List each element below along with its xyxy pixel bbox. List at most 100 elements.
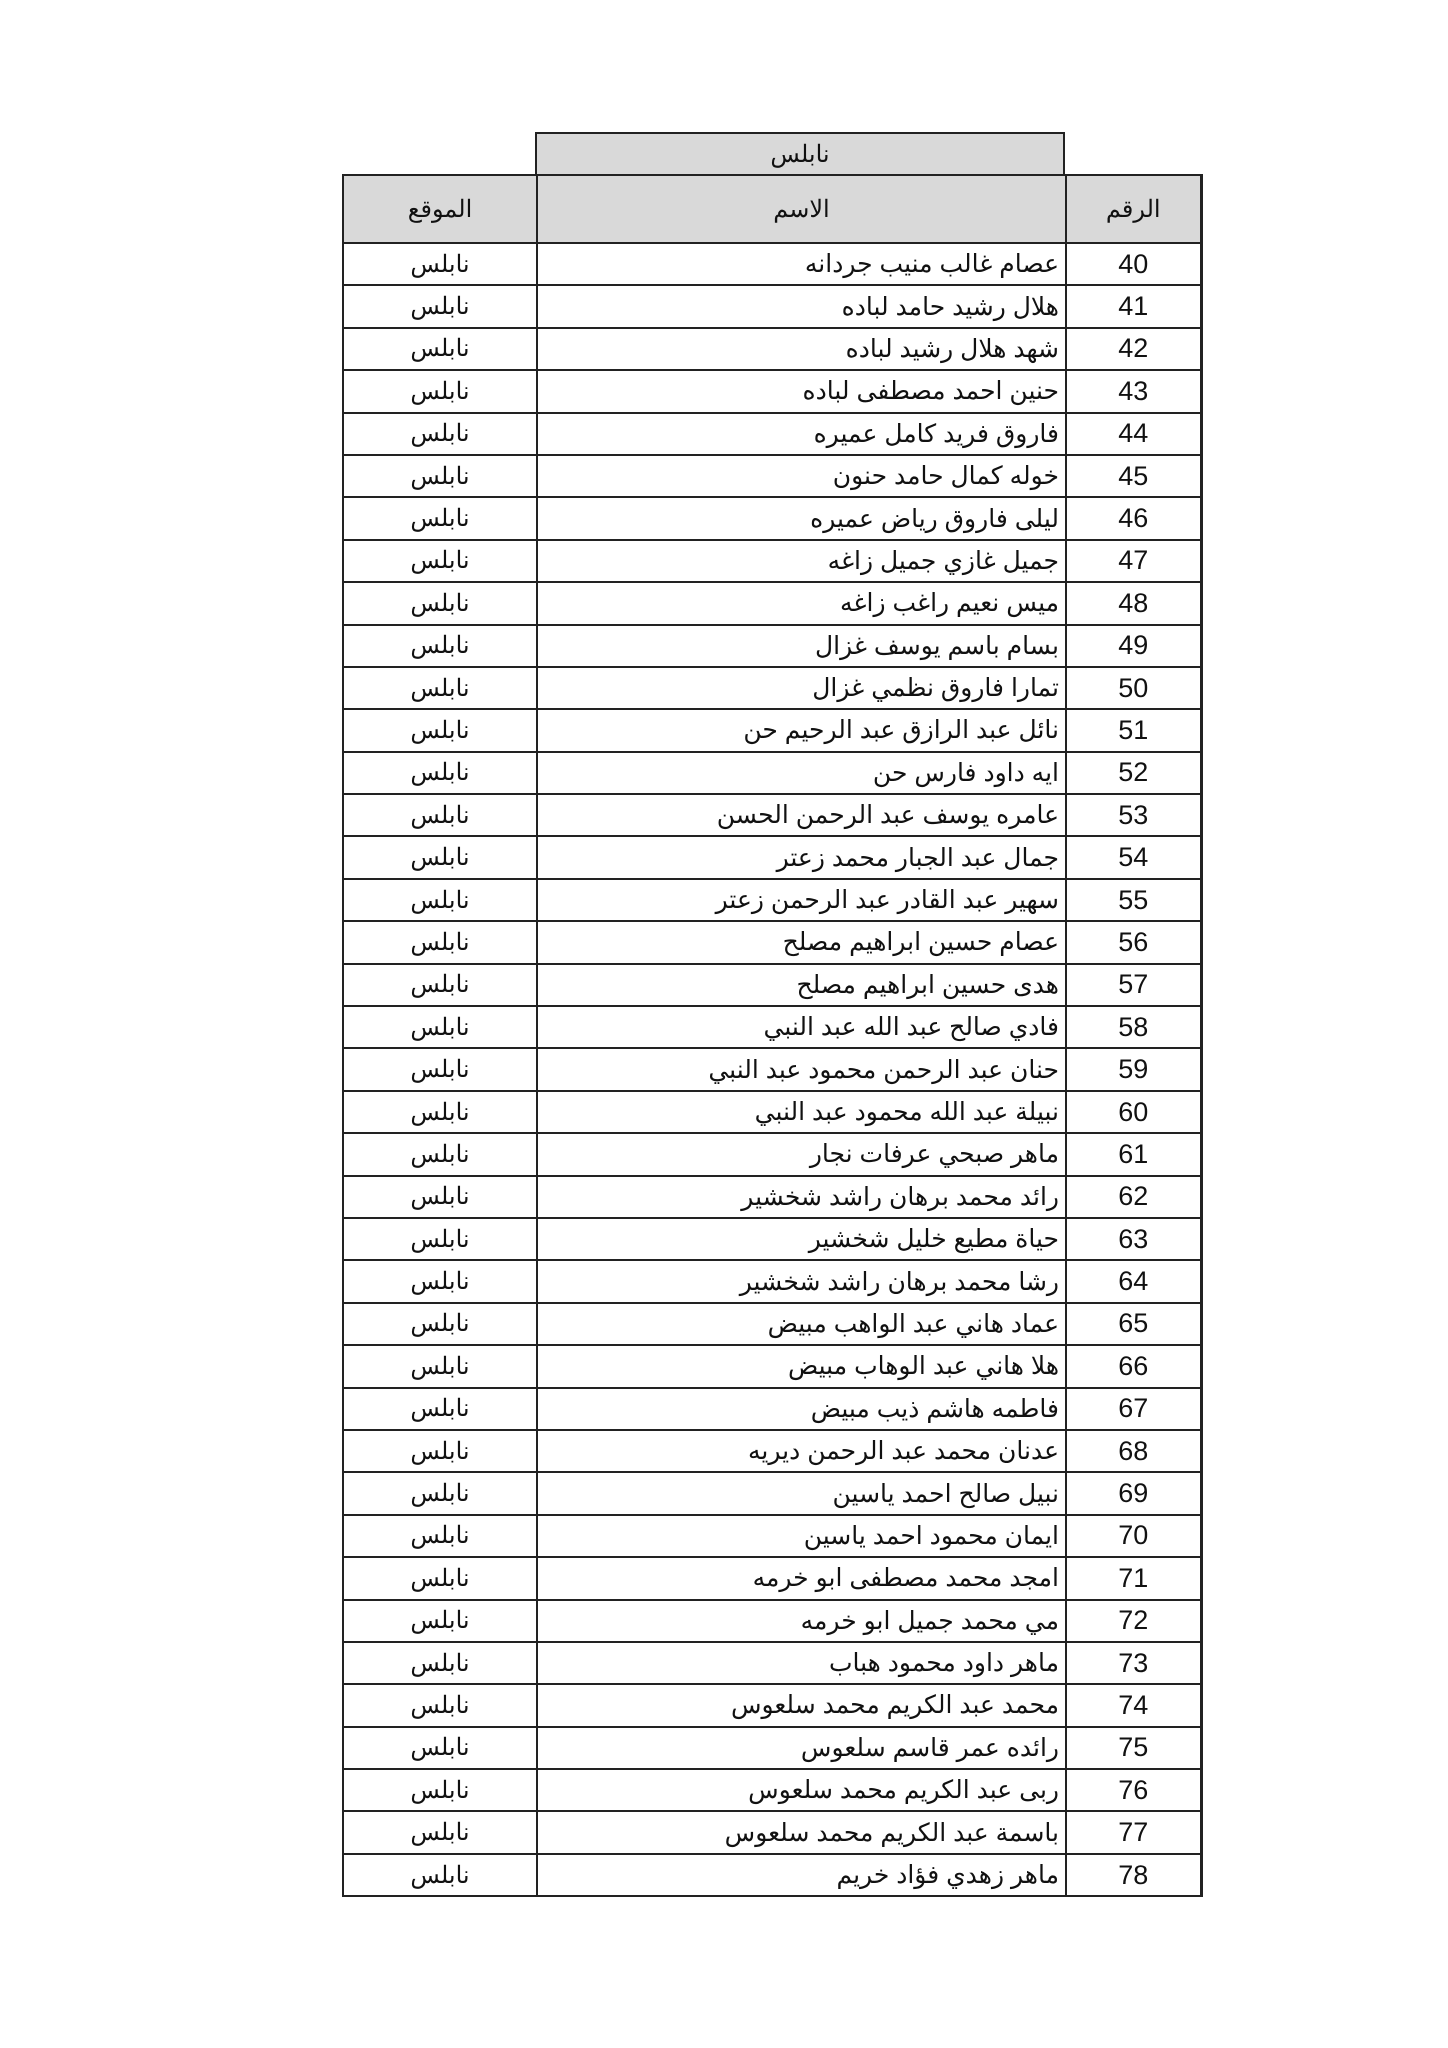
row-location: نابلس	[342, 1471, 538, 1516]
row-location: نابلس	[342, 962, 538, 1008]
row-location: نابلس	[342, 1174, 538, 1219]
table-row: 52 ايه داود فارس حن نابلس	[342, 750, 1203, 796]
table-row: 45 خوله كمال حامد حنون نابلس	[342, 453, 1203, 499]
row-location: نابلس	[342, 1344, 538, 1389]
row-name: جميل غازي جميل زاغه	[536, 538, 1067, 584]
row-number: 78	[1065, 1852, 1203, 1898]
column-header-name: الاسم	[536, 174, 1067, 244]
row-name: عصام حسين ابراهيم مصلح	[536, 920, 1067, 965]
row-name: باسمة عبد الكريم محمد سلعوس	[536, 1810, 1067, 1855]
row-location: نابلس	[342, 1640, 538, 1686]
table-row: 62 رائد محمد برهان راشد شخشير نابلس	[342, 1174, 1203, 1219]
table-row: 65 عماد هاني عبد الواهب مبيض نابلس	[342, 1301, 1203, 1347]
row-number: 60	[1065, 1089, 1203, 1135]
row-name: رشا محمد برهان راشد شخشير	[536, 1259, 1067, 1304]
row-number: 77	[1065, 1810, 1203, 1855]
table-row: 70 ايمان محمود احمد ياسين نابلس	[342, 1513, 1203, 1559]
row-name: نبيلة عبد الله محمود عبد النبي	[536, 1089, 1067, 1135]
row-location: نابلس	[342, 1852, 538, 1898]
row-location: نابلس	[342, 708, 538, 753]
row-name: شهد هلال رشيد لباده	[536, 326, 1067, 372]
row-location: نابلس	[342, 581, 538, 626]
row-number: 63	[1065, 1216, 1203, 1262]
row-name: ايه داود فارس حن	[536, 750, 1067, 796]
row-location: نابلس	[342, 538, 538, 584]
table-row: 58 فادي صالح عبد الله عبد النبي نابلس	[342, 1005, 1203, 1050]
row-location: نابلس	[342, 411, 538, 456]
row-location: نابلس	[342, 1301, 538, 1347]
row-number: 73	[1065, 1640, 1203, 1686]
row-name: جمال عبد الجبار محمد زعتر	[536, 835, 1067, 880]
row-location: نابلس	[342, 1386, 538, 1431]
table-row: 46 ليلى فاروق رياض عميره نابلس	[342, 496, 1203, 541]
row-name: ماهر داود محمود هباب	[536, 1640, 1067, 1686]
row-name: فادي صالح عبد الله عبد النبي	[536, 1005, 1067, 1050]
table-row: 60 نبيلة عبد الله محمود عبد النبي نابلس	[342, 1089, 1203, 1135]
row-number: 72	[1065, 1598, 1203, 1643]
column-header-number: الرقم	[1065, 174, 1203, 244]
row-name: ماهر زهدي فؤاد خريم	[536, 1852, 1067, 1898]
row-name: حنين احمد مصطفى لباده	[536, 369, 1067, 414]
row-number: 41	[1065, 284, 1203, 329]
row-name: عامره يوسف عبد الرحمن الحسن	[536, 793, 1067, 838]
row-name: رائد محمد برهان راشد شخشير	[536, 1174, 1067, 1219]
row-number: 74	[1065, 1683, 1203, 1728]
row-number: 48	[1065, 581, 1203, 626]
row-number: 59	[1065, 1047, 1203, 1092]
table-row: 57 هدى حسين ابراهيم مصلح نابلس	[342, 962, 1203, 1008]
row-location: نابلس	[342, 1810, 538, 1855]
table-header-row: الرقم الاسم الموقع	[342, 174, 1203, 244]
row-name: هلا هاني عبد الوهاب مبيض	[536, 1344, 1067, 1389]
row-location: نابلس	[342, 793, 538, 838]
row-name: محمد عبد الكريم محمد سلعوس	[536, 1683, 1067, 1728]
table-row: 77 باسمة عبد الكريم محمد سلعوس نابلس	[342, 1810, 1203, 1855]
table-row: 51 نائل عبد الرازق عبد الرحيم حن نابلس	[342, 708, 1203, 753]
row-number: 45	[1065, 453, 1203, 499]
row-number: 46	[1065, 496, 1203, 541]
column-header-location: الموقع	[342, 174, 538, 244]
row-location: نابلس	[342, 241, 538, 287]
row-number: 43	[1065, 369, 1203, 414]
table-row: 66 هلا هاني عبد الوهاب مبيض نابلس	[342, 1344, 1203, 1389]
row-number: 69	[1065, 1471, 1203, 1516]
row-number: 64	[1065, 1259, 1203, 1304]
names-table: الرقم الاسم الموقع 40 عصام غالب منيب جردا…	[342, 174, 1203, 1898]
row-location: نابلس	[342, 1216, 538, 1262]
table-row: 73 ماهر داود محمود هباب نابلس	[342, 1640, 1203, 1686]
row-number: 68	[1065, 1428, 1203, 1474]
row-location: نابلس	[342, 750, 538, 796]
row-name: حنان عبد الرحمن محمود عبد النبي	[536, 1047, 1067, 1092]
row-name: ربى عبد الكريم محمد سلعوس	[536, 1768, 1067, 1813]
row-location: نابلس	[342, 877, 538, 923]
row-name: ماهر صبحي عرفات نجار	[536, 1132, 1067, 1177]
table-row: 48 ميس نعيم راغب زاغه نابلس	[342, 581, 1203, 626]
table-row: 76 ربى عبد الكريم محمد سلعوس نابلس	[342, 1768, 1203, 1813]
row-number: 53	[1065, 793, 1203, 838]
row-location: نابلس	[342, 369, 538, 414]
row-number: 56	[1065, 920, 1203, 965]
row-location: نابلس	[342, 1725, 538, 1771]
row-number: 58	[1065, 1005, 1203, 1050]
row-number: 71	[1065, 1556, 1203, 1601]
table-row: 61 ماهر صبحي عرفات نجار نابلس	[342, 1132, 1203, 1177]
row-name: نبيل صالح احمد ياسين	[536, 1471, 1067, 1516]
table-row: 53 عامره يوسف عبد الرحمن الحسن نابلس	[342, 793, 1203, 838]
row-number: 76	[1065, 1768, 1203, 1813]
table-row: 78 ماهر زهدي فؤاد خريم نابلس	[342, 1852, 1203, 1898]
table-row: 68 عدنان محمد عبد الرحمن ديريه نابلس	[342, 1428, 1203, 1474]
row-number: 42	[1065, 326, 1203, 372]
row-number: 70	[1065, 1513, 1203, 1559]
row-location: نابلس	[342, 1683, 538, 1728]
row-location: نابلس	[342, 1259, 538, 1304]
row-number: 62	[1065, 1174, 1203, 1219]
row-name: حياة مطيع خليل شخشير	[536, 1216, 1067, 1262]
row-name: رائده عمر قاسم سلعوس	[536, 1725, 1067, 1771]
table-row: 75 رائده عمر قاسم سلعوس نابلس	[342, 1725, 1203, 1771]
row-location: نابلس	[342, 496, 538, 541]
table-row: 42 شهد هلال رشيد لباده نابلس	[342, 326, 1203, 372]
row-name: بسام باسم يوسف غزال	[536, 623, 1067, 668]
row-number: 66	[1065, 1344, 1203, 1389]
row-name: عدنان محمد عبد الرحمن ديريه	[536, 1428, 1067, 1474]
row-name: هلال رشيد حامد لباده	[536, 284, 1067, 329]
table-row: 40 عصام غالب منيب جردانه نابلس	[342, 241, 1203, 287]
